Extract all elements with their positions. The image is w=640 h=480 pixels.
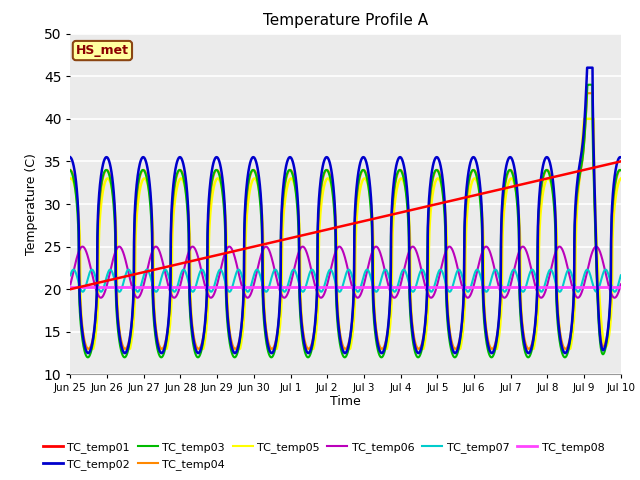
Line: TC_temp05: TC_temp05 [70,119,621,349]
TC_temp06 [584,265,592,271]
TC_temp05 [362,176,369,182]
TC_temp06 [617,282,625,288]
TC_temp07 [67,273,74,278]
TC_temp02 [584,65,592,71]
TC_temp02 [506,155,513,160]
TC_temp08 [568,285,576,290]
TC_temp07 [506,276,514,281]
TC_temp03 [362,170,369,176]
TC_temp07 [216,267,224,273]
TC_temp02 [617,155,625,160]
TC_temp08 [374,285,381,290]
TC_temp03 [67,168,74,173]
TC_temp06 [506,285,514,290]
TC_temp03 [506,167,513,173]
Line: TC_temp01: TC_temp01 [70,161,621,289]
TC_temp05 [374,339,381,345]
TC_temp01 [568,170,576,176]
TC_temp06 [317,295,325,300]
TC_temp05 [617,176,625,181]
TC_temp02 [220,190,228,196]
TC_temp04 [67,167,74,173]
Line: TC_temp02: TC_temp02 [70,68,621,353]
TC_temp02 [362,156,369,162]
TC_temp06 [335,244,343,250]
TC_temp07 [207,289,215,295]
TC_temp04 [568,317,576,323]
TC_temp06 [220,254,228,260]
TC_temp01 [617,158,625,164]
TC_temp02 [451,350,459,356]
TC_temp07 [617,273,625,278]
TC_temp03 [220,205,228,211]
TC_temp07 [584,267,592,273]
Line: TC_temp06: TC_temp06 [70,247,621,298]
TC_temp01 [67,286,74,292]
TC_temp03 [584,82,591,87]
TC_temp01 [362,218,369,224]
TC_temp05 [82,346,90,352]
TC_temp03 [568,318,576,324]
TC_temp08 [584,285,591,290]
TC_temp03 [617,168,625,173]
Line: TC_temp03: TC_temp03 [70,84,621,357]
TC_temp04 [525,346,532,352]
TC_temp05 [67,176,74,181]
TC_temp04 [584,90,592,96]
TC_temp08 [506,285,513,290]
TC_temp01 [584,166,591,172]
TC_temp02 [568,315,576,321]
TC_temp06 [67,282,74,288]
Text: HS_met: HS_met [76,44,129,57]
TC_temp06 [362,274,370,279]
TC_temp06 [374,245,381,251]
TC_temp04 [506,168,513,173]
TC_temp01 [374,215,381,221]
TC_temp04 [617,167,625,173]
Line: TC_temp04: TC_temp04 [70,93,621,349]
TC_temp08 [220,285,228,290]
Y-axis label: Temperature (C): Temperature (C) [25,153,38,255]
X-axis label: Time: Time [330,395,361,408]
TC_temp07 [362,268,370,274]
TC_temp05 [568,333,576,339]
TC_temp02 [374,339,381,345]
Line: TC_temp07: TC_temp07 [70,270,621,292]
TC_temp07 [374,287,381,293]
TC_temp05 [584,116,592,121]
TC_temp02 [67,155,74,160]
Legend: TC_temp01, TC_temp02, TC_temp03, TC_temp04, TC_temp05, TC_temp06, TC_temp07, TC_: TC_temp01, TC_temp02, TC_temp03, TC_temp… [38,438,609,474]
TC_temp01 [220,251,228,256]
TC_temp08 [362,285,369,290]
TC_temp05 [506,177,513,183]
TC_temp04 [583,90,591,96]
TC_temp04 [374,334,381,340]
TC_temp04 [220,197,228,203]
TC_temp05 [220,199,228,205]
TC_temp03 [584,82,592,87]
TC_temp08 [67,285,74,290]
TC_temp03 [378,354,385,360]
TC_temp08 [617,285,625,290]
TC_temp01 [506,184,513,190]
TC_temp07 [569,275,577,280]
TC_temp02 [583,65,591,71]
Title: Temperature Profile A: Temperature Profile A [263,13,428,28]
TC_temp06 [569,285,577,291]
TC_temp07 [221,276,228,282]
TC_temp04 [362,168,369,174]
TC_temp03 [374,345,381,351]
TC_temp05 [580,116,588,121]
